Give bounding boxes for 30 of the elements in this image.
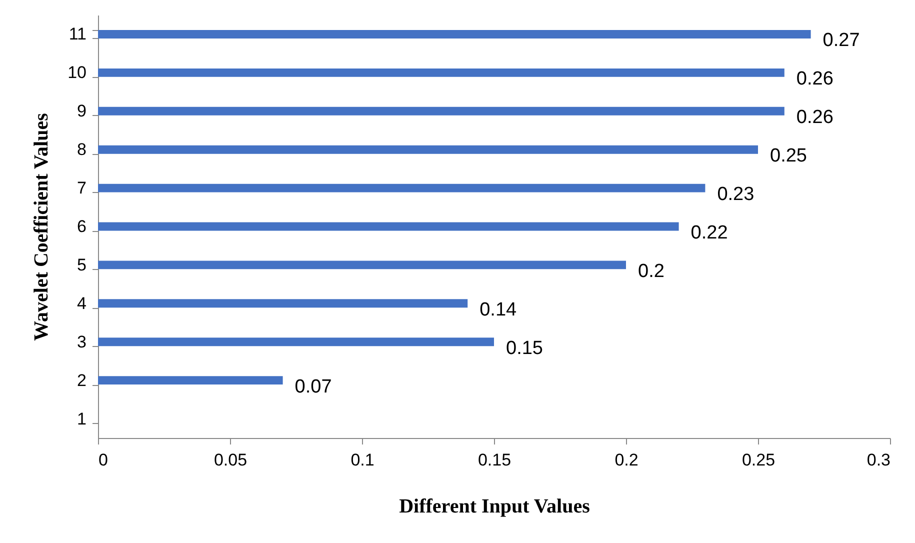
data-label: 0.2	[638, 260, 664, 282]
y-tick-label: 5	[77, 255, 86, 274]
y-tick-label: 9	[77, 102, 86, 121]
x-axis-title: Different Input Values	[399, 496, 590, 518]
y-tick-label: 1	[77, 409, 86, 428]
data-label: 0.26	[796, 68, 834, 90]
x-tick-label: 0	[98, 450, 108, 470]
data-label: 0.07	[294, 376, 332, 398]
x-tick-label: 0.05	[214, 450, 248, 470]
data-label: 0.27	[822, 30, 860, 52]
x-tick-label: 0.25	[742, 450, 776, 470]
data-label: 0.26	[796, 107, 834, 128]
y-axis-title: Wavelet Coefficient Values	[30, 112, 53, 341]
y-tick-label: 8	[77, 140, 86, 160]
y-tick-label: 10	[68, 63, 86, 82]
x-tick-label: 0.1	[350, 450, 374, 470]
data-label: 0.22	[690, 222, 728, 244]
data-label: 0.23	[717, 184, 754, 206]
x-tick-label: 0.2	[614, 450, 638, 470]
data-label: 0.25	[770, 146, 807, 167]
y-tick-label: 4	[77, 294, 86, 313]
y-tick-label: 6	[77, 217, 86, 236]
x-tick-label: 0.15	[478, 450, 512, 470]
y-tick-label: 2	[77, 370, 86, 390]
data-label: 0.15	[506, 338, 543, 359]
y-tick-label: 7	[77, 178, 86, 198]
y-tick-label: 3	[77, 332, 86, 352]
y-tick-label: 11	[68, 24, 86, 44]
x-tick-label: 0.3	[866, 450, 890, 470]
data-label: 0.14	[480, 299, 518, 320]
